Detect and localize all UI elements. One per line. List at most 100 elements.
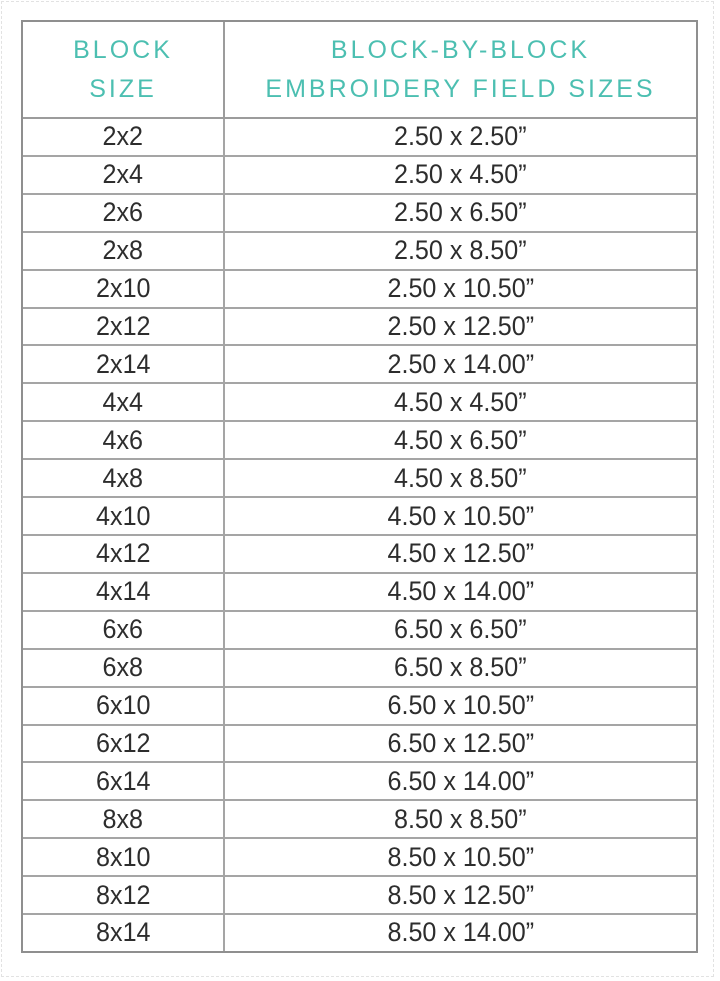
table-row: 2x6 2.50 x 6.50”: [23, 194, 696, 233]
header-line: BLOCK: [73, 35, 173, 64]
block-size-cell: 6x14: [23, 763, 225, 800]
field-size-value: 2.50 x 10.50”: [387, 273, 534, 304]
table-row: 2x12 2.50 x 12.50”: [23, 308, 696, 347]
field-size-cell: 4.50 x 12.50”: [225, 536, 696, 572]
table-row: 6x6 6.50 x 6.50”: [23, 611, 696, 650]
block-size-cell: 8x14: [23, 915, 225, 951]
table-row: 4x6 4.50 x 6.50”: [23, 422, 696, 461]
block-size-value: 4x10: [95, 500, 151, 531]
field-size-value: 4.50 x 4.50”: [394, 386, 527, 417]
block-size-value: 8x14: [95, 917, 151, 948]
block-size-value: 6x10: [95, 690, 151, 721]
block-size-cell: 8x12: [23, 877, 225, 914]
table-row: 8x12 8.50 x 12.50”: [23, 877, 696, 916]
block-size-cell: 8x10: [23, 839, 225, 876]
table-header-row: BLOCK SIZE BLOCK-BY-BLOCK EMBROIDERY FIE…: [23, 22, 696, 119]
block-size-value: 2x4: [102, 159, 144, 190]
block-size-value: 4x8: [102, 462, 144, 493]
field-size-cell: 4.50 x 14.00”: [225, 574, 696, 610]
field-size-cell: 2.50 x 4.50”: [225, 157, 696, 193]
table-row: 4x4 4.50 x 4.50”: [23, 384, 696, 423]
table-row: 2x14 2.50 x 14.00”: [23, 346, 696, 385]
field-size-cell: 6.50 x 8.50”: [225, 650, 696, 686]
table-row: 2x4 2.50 x 4.50”: [23, 156, 696, 195]
block-size-cell: 4x6: [23, 422, 225, 459]
table-row: 8x8 8.50 x 8.50”: [23, 801, 696, 840]
block-size-cell: 2x2: [23, 119, 225, 155]
block-size-cell: 4x4: [23, 384, 225, 421]
block-size-value: 2x14: [95, 348, 151, 379]
block-size-cell: 6x10: [23, 687, 225, 724]
table-row: 4x12 4.50 x 12.50”: [23, 535, 696, 574]
field-size-value: 2.50 x 4.50”: [394, 159, 527, 190]
block-size-cell: 2x12: [23, 308, 225, 345]
block-size-value: 6x14: [95, 765, 151, 796]
block-size-cell: 4x12: [23, 535, 225, 572]
table-row: 2x8 2.50 x 8.50”: [23, 232, 696, 271]
block-size-value: 2x12: [95, 310, 151, 341]
field-size-value: 6.50 x 6.50”: [394, 614, 527, 645]
field-size-cell: 2.50 x 12.50”: [225, 309, 696, 345]
column-header-field-sizes: BLOCK-BY-BLOCK EMBROIDERY FIELD SIZES: [225, 22, 696, 117]
field-size-cell: 4.50 x 10.50”: [225, 498, 696, 534]
block-size-value: 2x10: [95, 273, 151, 304]
field-size-cell: 6.50 x 6.50”: [225, 612, 696, 648]
field-size-value: 2.50 x 8.50”: [394, 235, 527, 266]
table-row: 6x12 6.50 x 12.50”: [23, 725, 696, 764]
field-size-value: 4.50 x 8.50”: [394, 462, 527, 493]
header-line: EMBROIDERY FIELD SIZES: [265, 74, 656, 103]
field-size-cell: 6.50 x 10.50”: [225, 688, 696, 724]
field-size-cell: 2.50 x 6.50”: [225, 195, 696, 231]
field-size-cell: 2.50 x 2.50”: [225, 119, 696, 155]
field-size-value: 6.50 x 12.50”: [387, 727, 534, 758]
block-size-value: 2x8: [102, 235, 144, 266]
field-size-value: 4.50 x 10.50”: [387, 500, 534, 531]
block-size-value: 6x12: [95, 727, 151, 758]
field-size-value: 4.50 x 14.00”: [387, 576, 534, 607]
block-size-value: 4x6: [102, 424, 144, 455]
header-line: BLOCK-BY-BLOCK: [330, 35, 591, 64]
field-size-cell: 8.50 x 12.50”: [225, 877, 696, 913]
block-size-cell: 2x10: [23, 270, 225, 307]
field-size-value: 2.50 x 14.00”: [387, 348, 534, 379]
table-row: 2x2 2.50 x 2.50”: [23, 119, 696, 157]
field-size-value: 4.50 x 6.50”: [394, 424, 527, 455]
block-size-cell: 4x8: [23, 460, 225, 497]
block-size-cell: 8x8: [23, 801, 225, 838]
field-size-value: 4.50 x 12.50”: [387, 538, 534, 569]
table-row: 8x10 8.50 x 10.50”: [23, 839, 696, 878]
block-size-cell: 2x4: [23, 156, 225, 193]
table-row: 8x14 8.50 x 14.00”: [23, 915, 696, 951]
block-size-value: 2x2: [102, 121, 144, 152]
embroidery-field-size-table: BLOCK SIZE BLOCK-BY-BLOCK EMBROIDERY FIE…: [21, 20, 698, 953]
block-size-cell: 6x6: [23, 611, 225, 648]
column-header-block-size: BLOCK SIZE: [23, 22, 225, 117]
field-size-value: 2.50 x 12.50”: [387, 310, 534, 341]
field-size-cell: 4.50 x 8.50”: [225, 460, 696, 496]
block-size-cell: 2x14: [23, 346, 225, 383]
block-size-cell: 2x6: [23, 194, 225, 231]
table-row: 6x14 6.50 x 14.00”: [23, 763, 696, 802]
field-size-cell: 8.50 x 14.00”: [225, 915, 696, 951]
table-row: 2x10 2.50 x 10.50”: [23, 270, 696, 309]
block-size-cell: 4x14: [23, 573, 225, 610]
field-size-cell: 6.50 x 12.50”: [225, 726, 696, 762]
field-size-cell: 6.50 x 14.00”: [225, 763, 696, 799]
block-size-value: 4x14: [95, 576, 151, 607]
field-size-value: 8.50 x 14.00”: [387, 917, 534, 948]
block-size-cell: 6x8: [23, 649, 225, 686]
block-size-value: 8x10: [95, 841, 151, 872]
field-size-value: 8.50 x 10.50”: [387, 841, 534, 872]
table-body: 2x2 2.50 x 2.50” 2x4 2.50 x 4.50” 2x6 2.…: [23, 119, 696, 951]
table-row: 6x10 6.50 x 10.50”: [23, 687, 696, 726]
block-size-cell: 6x12: [23, 725, 225, 762]
field-size-value: 8.50 x 12.50”: [387, 879, 534, 910]
field-size-cell: 4.50 x 4.50”: [225, 384, 696, 420]
table-row: 6x8 6.50 x 8.50”: [23, 649, 696, 688]
field-size-cell: 2.50 x 10.50”: [225, 271, 696, 307]
block-size-value: 6x8: [102, 652, 144, 683]
block-size-value: 4x4: [102, 386, 144, 417]
block-size-cell: 4x10: [23, 498, 225, 534]
field-size-cell: 2.50 x 14.00”: [225, 346, 696, 382]
block-size-value: 8x8: [102, 803, 144, 834]
